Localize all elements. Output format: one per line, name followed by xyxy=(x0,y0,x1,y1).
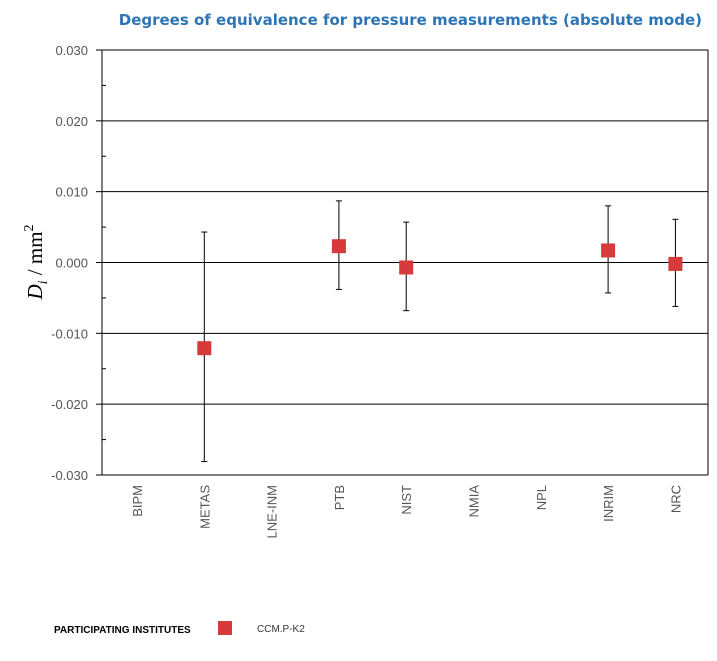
x-tick-label: NPL xyxy=(534,485,549,510)
y-tick-label: -0.010 xyxy=(51,326,88,341)
x-tick-labels: BIPM METAS LNE-INM PTB NIST NMIA NPL INRIM NRC xyxy=(130,485,683,539)
data-point xyxy=(399,260,414,275)
x-tick-label: BIPM xyxy=(130,485,145,517)
x-tick-label: NRC xyxy=(668,485,683,513)
y-tick-label: 0.020 xyxy=(55,114,88,129)
y-axis-label: Di / mm2 xyxy=(22,224,51,300)
gridlines xyxy=(96,49,708,476)
data-point xyxy=(668,256,683,271)
data-points xyxy=(197,239,683,356)
error-bars xyxy=(201,200,679,463)
x-tick-label: LNE-INM xyxy=(265,485,280,538)
y-tick-label: 0.010 xyxy=(55,185,88,200)
y-tick-label: -0.030 xyxy=(51,468,88,483)
data-point xyxy=(331,239,346,254)
x-tick-label: NIST xyxy=(399,485,414,515)
legend-marker xyxy=(218,621,232,635)
y-tick-label: 0.000 xyxy=(55,256,88,271)
legend-entry-label: CCM.P-K2 xyxy=(257,624,305,635)
y-tick-label: 0.030 xyxy=(55,43,88,58)
legend: PARTICIPATING INSTITUTES CCM.P-K2 xyxy=(54,621,305,636)
minor-ticks xyxy=(102,84,106,441)
x-tick-label: INRIM xyxy=(601,485,616,522)
data-point xyxy=(601,243,616,258)
chart-title: Degrees of equivalence for pressure meas… xyxy=(119,11,702,29)
y-tick-label: -0.020 xyxy=(51,397,88,412)
x-tick-label: METAS xyxy=(197,485,212,529)
x-tick-label: PTB xyxy=(332,485,347,510)
legend-title: PARTICIPATING INSTITUTES xyxy=(54,625,191,636)
data-point xyxy=(197,341,212,356)
x-tick-label: NMIA xyxy=(467,485,482,518)
y-tick-labels: 0.030 0.020 0.010 0.000 -0.010 -0.020 -0.030 xyxy=(51,43,88,483)
